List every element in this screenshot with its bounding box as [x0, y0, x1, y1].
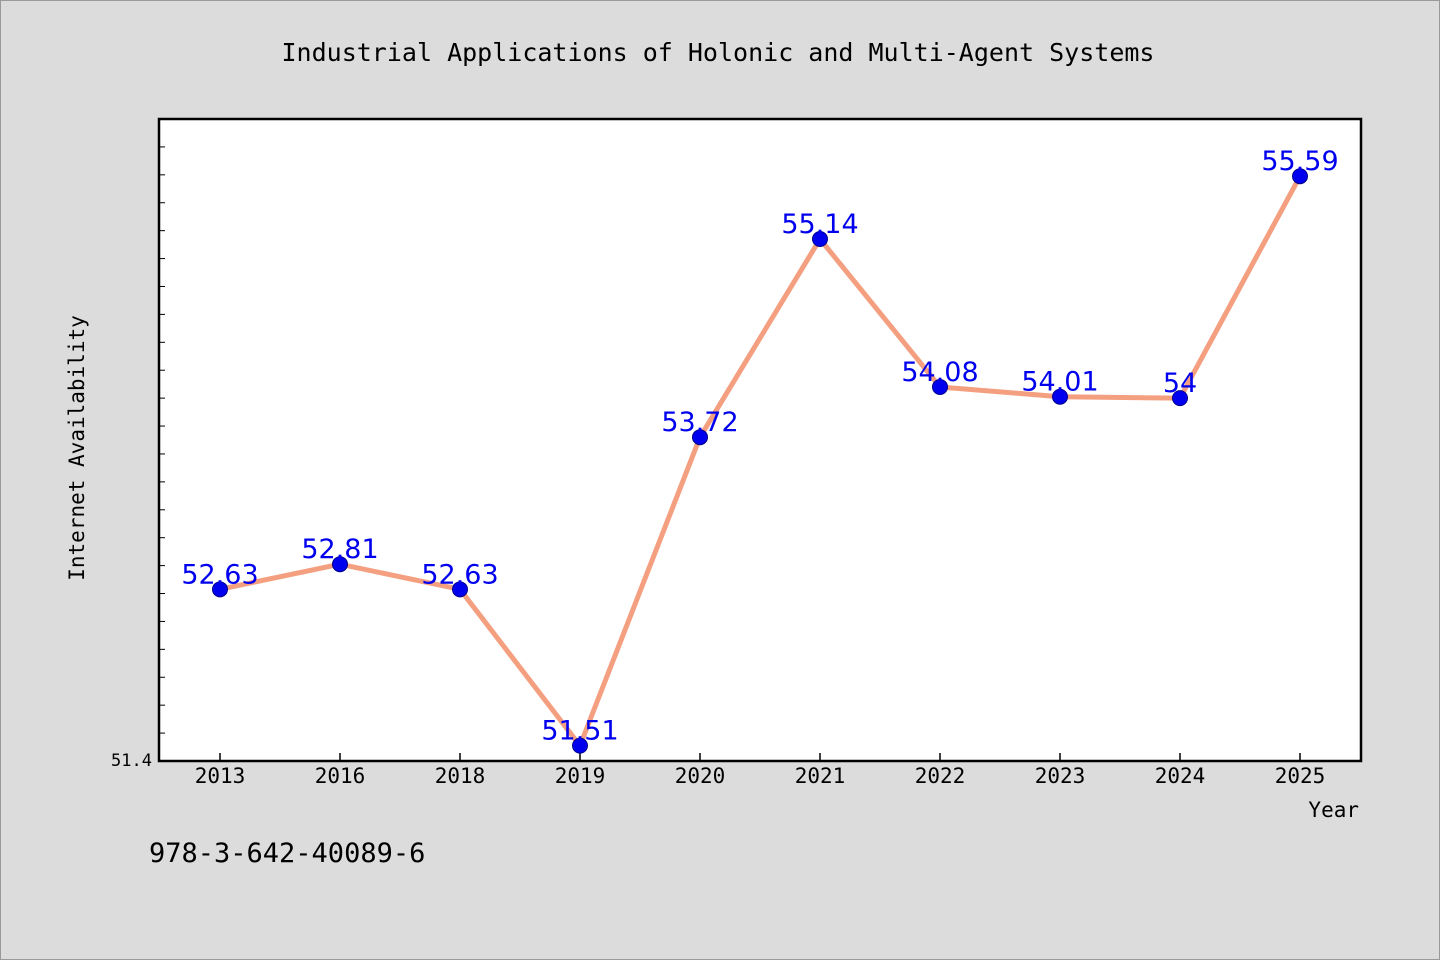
plot-area	[157, 117, 1363, 763]
x-tick-label-2018: 2018	[435, 764, 486, 788]
x-tick-label-2023: 2023	[1035, 764, 1086, 788]
data-label-2022: 54.08	[901, 357, 978, 388]
data-point-2021	[812, 231, 828, 248]
x-tick-label-2025: 2025	[1275, 764, 1326, 788]
x-axis-ticks	[219, 753, 1301, 761]
data-point-2016	[332, 556, 348, 573]
data-label-2016: 52.81	[301, 534, 378, 565]
x-tick-label-2020: 2020	[675, 764, 726, 788]
data-label-2024: 54	[1163, 368, 1197, 399]
data-point-2018	[452, 581, 468, 598]
data-point-2023	[1052, 388, 1068, 405]
chart-title: Industrial Applications of Holonic and M…	[282, 38, 1155, 67]
series-line	[217, 173, 1303, 749]
x-tick-label-2016: 2016	[315, 764, 366, 788]
data-point-2013	[212, 581, 228, 598]
x-tick-label-2021: 2021	[795, 764, 846, 788]
y-axis-minor-ticks	[159, 146, 165, 734]
data-label-2023: 54.01	[1021, 367, 1098, 398]
x-tick-labels: 2013 2016 2018 2019 2020 2021 2022 2023 2024 2025	[195, 764, 1326, 788]
x-tick-label-2024: 2024	[1155, 764, 1206, 788]
data-point-2025	[1292, 168, 1308, 185]
x-axis-label: Year	[1308, 798, 1359, 822]
data-point-2022	[932, 378, 948, 395]
y-tick-label: 51.4	[111, 751, 152, 771]
data-point-2019	[572, 737, 588, 754]
data-labels: 52.63 52.81 52.63 51.51 53.72 55.14 54.08 54.01…	[181, 146, 1338, 746]
y-axis-label: Internet Availability	[65, 315, 89, 581]
data-label-2013: 52.63	[181, 559, 258, 590]
isbn-footer: 978-3-642-40089-6	[149, 838, 425, 869]
data-label-2019: 51.51	[541, 716, 618, 747]
data-point-2024	[1172, 390, 1188, 407]
data-label-2021: 55.14	[781, 209, 858, 240]
data-markers	[212, 168, 1308, 754]
x-tick-label-2019: 2019	[555, 764, 606, 788]
x-tick-label-2022: 2022	[915, 764, 966, 788]
data-label-2020: 53.72	[661, 407, 738, 438]
x-tick-label-2013: 2013	[195, 764, 246, 788]
data-label-2018: 52.63	[421, 559, 498, 590]
data-point-2020	[692, 429, 708, 446]
data-label-2025: 55.59	[1261, 146, 1338, 177]
